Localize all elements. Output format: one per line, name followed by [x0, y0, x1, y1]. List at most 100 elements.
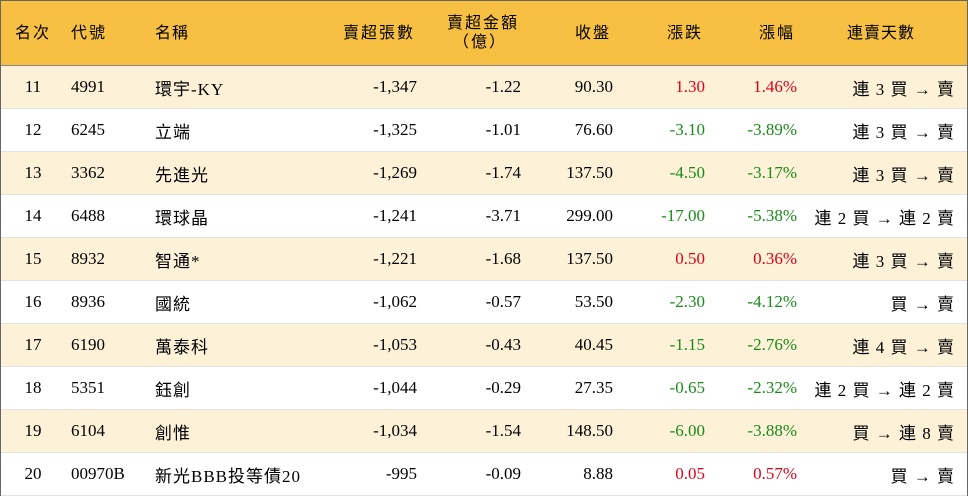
consecutive-days-cell: 買 → 賣	[807, 280, 967, 324]
header-net-sell-amount[interactable]: 賣超金額 （億）	[427, 1, 531, 66]
consecutive-days-cell: 連 3 買 → 賣	[807, 237, 967, 281]
stock-code-cell: 6190	[65, 323, 147, 367]
header-net-sell-shares[interactable]: 賣超張數	[325, 1, 427, 66]
stock-name-cell: 環球晶	[147, 194, 325, 238]
rank-cell: 12	[1, 108, 65, 152]
change-pct-cell: 0.57%	[715, 452, 807, 496]
header-change[interactable]: 漲跌	[623, 1, 715, 66]
stock-name-cell: 創惟	[147, 409, 325, 453]
change-cell: -17.00	[623, 194, 715, 238]
net-sell-amount-cell: -1.01	[427, 108, 531, 152]
stock-code-cell: 6104	[65, 409, 147, 453]
stock-code-cell: 4991	[65, 65, 147, 109]
consecutive-days-cell: 連 4 買 → 賣	[807, 323, 967, 367]
change-pct-cell: -2.76%	[715, 323, 807, 367]
close-price-cell: 137.50	[531, 151, 623, 195]
table-row[interactable]: 15 8932 智通* -1,221 -1.68 137.50 0.50 0.36% 連 3 買…	[1, 237, 967, 281]
stock-name-cell: 環宇-KY	[147, 65, 325, 109]
change-pct-cell: -3.17%	[715, 151, 807, 195]
rank-cell: 18	[1, 366, 65, 410]
rank-cell: 13	[1, 151, 65, 195]
table-body: 11 4991 環宇-KY -1,347 -1.22 90.30 1.30 1.46% 連 3 …	[1, 65, 967, 496]
change-pct-cell: 0.36%	[715, 237, 807, 281]
close-price-cell: 76.60	[531, 108, 623, 152]
stock-code-cell: 6488	[65, 194, 147, 238]
stock-code-cell: 8936	[65, 280, 147, 324]
net-sell-amount-cell: -1.74	[427, 151, 531, 195]
close-price-cell: 8.88	[531, 452, 623, 496]
close-price-cell: 148.50	[531, 409, 623, 453]
net-sell-amount-cell: -0.29	[427, 366, 531, 410]
consecutive-days-cell: 買 → 賣	[807, 452, 967, 496]
header-change-pct[interactable]: 漲幅	[715, 1, 807, 66]
change-pct-cell: -2.32%	[715, 366, 807, 410]
table-row[interactable]: 16 8936 國統 -1,062 -0.57 53.50 -2.30 -4.12% 買 → 賣	[1, 280, 967, 324]
stock-name-cell: 立端	[147, 108, 325, 152]
net-sell-shares-cell: -1,044	[325, 366, 427, 410]
header-close[interactable]: 收盤	[531, 1, 623, 66]
table-row[interactable]: 12 6245 立端 -1,325 -1.01 76.60 -3.10 -3.89% 連 3 買…	[1, 108, 967, 152]
table-row[interactable]: 20 00970B 新光BBB投等債20 -995 -0.09 8.88 0.05 0.57%…	[1, 452, 967, 496]
rank-cell: 20	[1, 452, 65, 496]
change-pct-cell: -3.88%	[715, 409, 807, 453]
header-consecutive-days[interactable]: 連賣天數	[807, 1, 967, 66]
header-code[interactable]: 代號	[65, 1, 147, 66]
net-sell-amount-cell: -1.22	[427, 65, 531, 109]
close-price-cell: 137.50	[531, 237, 623, 281]
stock-code-cell: 00970B	[65, 452, 147, 496]
change-cell: -4.50	[623, 151, 715, 195]
change-pct-cell: 1.46%	[715, 65, 807, 109]
net-sell-shares-cell: -1,034	[325, 409, 427, 453]
close-price-cell: 299.00	[531, 194, 623, 238]
consecutive-days-cell: 買 → 連 8 賣	[807, 409, 967, 453]
header-rank[interactable]: 名次	[1, 1, 65, 66]
header-net-sell-amount-line1: 賣超金額	[446, 15, 519, 32]
consecutive-days-cell: 連 2 買 → 連 2 賣	[807, 366, 967, 410]
stock-name-cell: 鈺創	[147, 366, 325, 410]
change-cell: -3.10	[623, 108, 715, 152]
close-price-cell: 90.30	[531, 65, 623, 109]
consecutive-days-cell: 連 3 買 → 賣	[807, 65, 967, 109]
rank-cell: 14	[1, 194, 65, 238]
net-sell-shares-cell: -1,062	[325, 280, 427, 324]
close-price-cell: 53.50	[531, 280, 623, 324]
net-sell-shares-cell: -1,221	[325, 237, 427, 281]
change-cell: -0.65	[623, 366, 715, 410]
change-pct-cell: -5.38%	[715, 194, 807, 238]
table-row[interactable]: 13 3362 先進光 -1,269 -1.74 137.50 -4.50 -3.17% 連 3…	[1, 151, 967, 195]
net-sell-amount-cell: -1.54	[427, 409, 531, 453]
rank-cell: 11	[1, 65, 65, 109]
close-price-cell: 27.35	[531, 366, 623, 410]
net-sell-shares-cell: -1,347	[325, 65, 427, 109]
change-cell: -1.15	[623, 323, 715, 367]
change-cell: -2.30	[623, 280, 715, 324]
net-sell-shares-cell: -995	[325, 452, 427, 496]
table-row[interactable]: 14 6488 環球晶 -1,241 -3.71 299.00 -17.00 -5.38% 連 …	[1, 194, 967, 238]
net-sell-amount-cell: -0.09	[427, 452, 531, 496]
table-row[interactable]: 18 5351 鈺創 -1,044 -0.29 27.35 -0.65 -2.32% 連 2 買…	[1, 366, 967, 410]
header-row: 名次 代號 名稱 賣超張數 賣超金額 （億） 收盤 漲跌 漲幅 連賣天數	[1, 1, 967, 66]
stock-code-cell: 5351	[65, 366, 147, 410]
net-sell-shares-cell: -1,241	[325, 194, 427, 238]
stock-code-cell: 8932	[65, 237, 147, 281]
stock-name-cell: 新光BBB投等債20	[147, 452, 325, 496]
net-sell-amount-cell: -0.43	[427, 323, 531, 367]
header-name[interactable]: 名稱	[147, 1, 325, 66]
stock-code-cell: 3362	[65, 151, 147, 195]
table-row[interactable]: 17 6190 萬泰科 -1,053 -0.43 40.45 -1.15 -2.76% 連 4 …	[1, 323, 967, 367]
rank-cell: 19	[1, 409, 65, 453]
net-sell-shares-cell: -1,325	[325, 108, 427, 152]
rank-cell: 15	[1, 237, 65, 281]
rank-cell: 17	[1, 323, 65, 367]
net-sell-amount-cell: -1.68	[427, 237, 531, 281]
consecutive-days-cell: 連 3 買 → 賣	[807, 151, 967, 195]
table-row[interactable]: 11 4991 環宇-KY -1,347 -1.22 90.30 1.30 1.46% 連 3 …	[1, 65, 967, 109]
table-row[interactable]: 19 6104 創惟 -1,034 -1.54 148.50 -6.00 -3.88% 買 → …	[1, 409, 967, 453]
consecutive-days-cell: 連 3 買 → 賣	[807, 108, 967, 152]
change-cell: 0.50	[623, 237, 715, 281]
close-price-cell: 40.45	[531, 323, 623, 367]
net-sell-shares-cell: -1,269	[325, 151, 427, 195]
change-cell: -6.00	[623, 409, 715, 453]
